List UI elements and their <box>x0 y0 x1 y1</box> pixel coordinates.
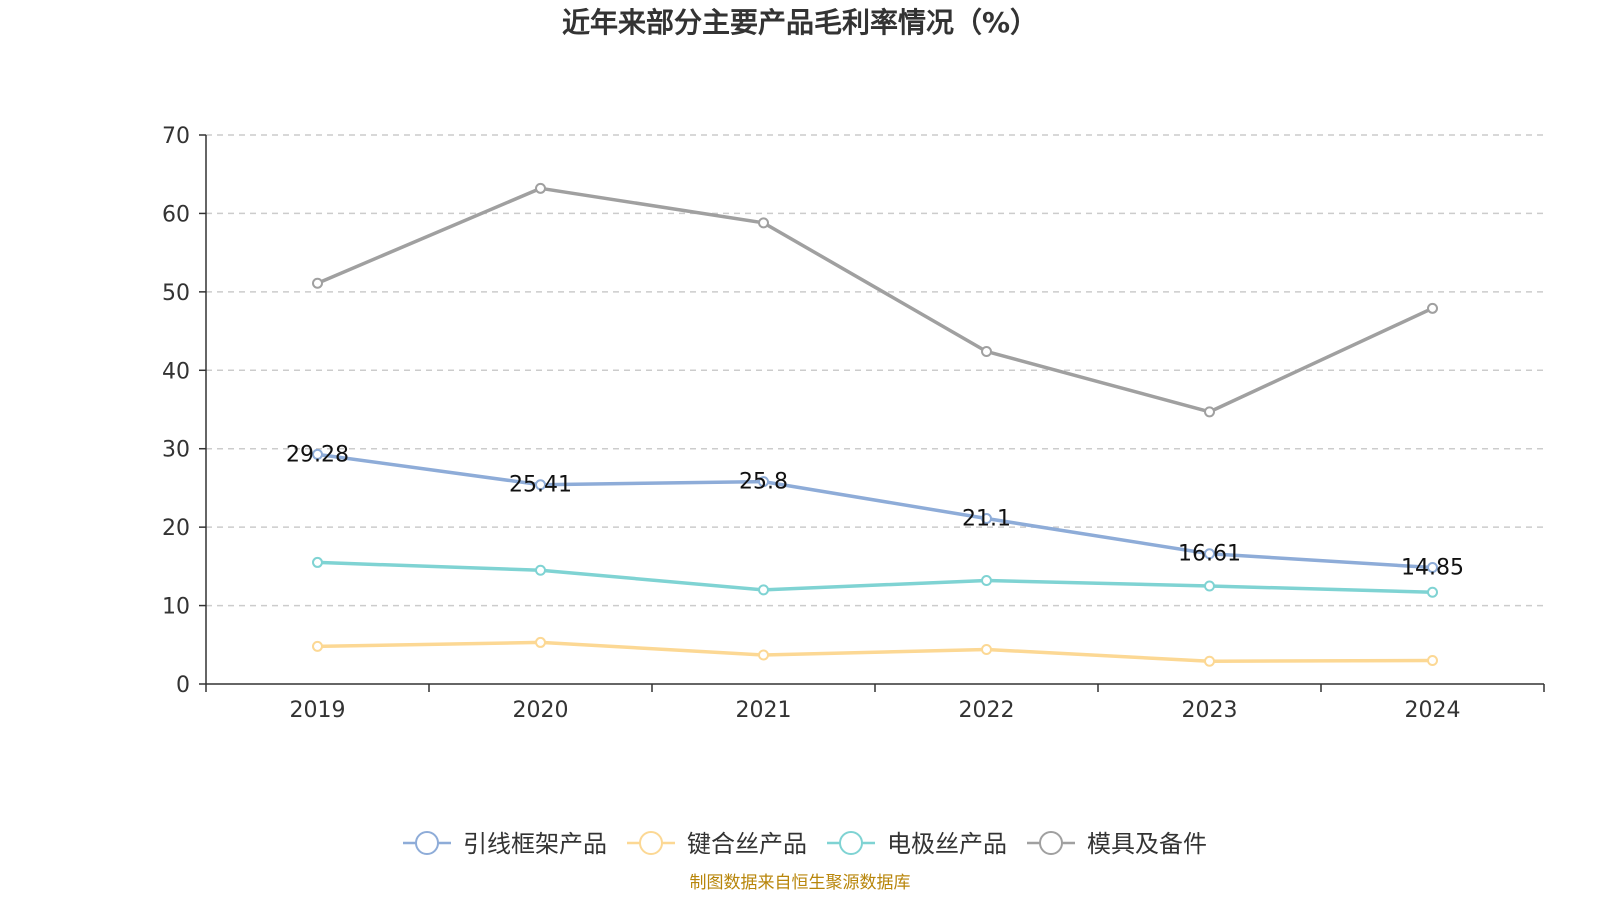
data-point <box>981 574 992 586</box>
data-point <box>1204 406 1215 418</box>
data-label: 29.28 <box>286 442 349 467</box>
legend-item-4: 模具及备件 <box>1027 830 1207 858</box>
data-point <box>758 649 769 661</box>
data-point <box>535 564 546 576</box>
legend: 引线框架产品 键合丝产品 电极丝产品 模具及备件 <box>403 830 1207 858</box>
legend-item-2: 键合丝产品 <box>627 830 807 858</box>
x-tick-label: 2023 <box>1182 698 1238 723</box>
grid-lines <box>206 134 1544 607</box>
data-point <box>1427 302 1438 314</box>
legend-label: 模具及备件 <box>1087 830 1207 858</box>
series-group <box>312 182 1438 667</box>
x-tick-label: 2024 <box>1405 698 1461 723</box>
data-point <box>1204 655 1215 667</box>
legend-item-1: 引线框架产品 <box>403 830 607 858</box>
data-label: 25.8 <box>739 470 788 495</box>
series-4 <box>312 182 1438 418</box>
data-point <box>312 448 323 460</box>
x-tick-label: 2022 <box>959 698 1015 723</box>
y-tick-label: 50 <box>162 281 190 306</box>
data-point <box>981 345 992 357</box>
data-label: 14.85 <box>1401 556 1464 581</box>
source-note: 制图数据来自恒生聚源数据库 <box>690 873 911 893</box>
data-point <box>312 556 323 568</box>
y-tick-label: 40 <box>162 359 190 384</box>
data-point <box>535 636 546 648</box>
data-point <box>1204 580 1215 592</box>
series-line <box>317 560 1433 594</box>
y-tick-label: 10 <box>162 595 190 620</box>
x-tick-label: 2019 <box>290 698 346 723</box>
data-label: 25.41 <box>509 473 572 498</box>
y-tick-label: 0 <box>176 673 190 698</box>
data-point <box>758 476 769 488</box>
data-point <box>758 584 769 596</box>
data-point <box>535 182 546 194</box>
series-line <box>317 452 1433 570</box>
series-1 <box>312 448 1438 574</box>
data-point <box>312 277 323 289</box>
legend-item-3: 电极丝产品 <box>827 830 1007 858</box>
data-point <box>1427 562 1438 574</box>
y-tick-label: 30 <box>162 438 190 463</box>
data-label: 16.61 <box>1178 542 1241 567</box>
legend-marker <box>1039 831 1063 855</box>
series-line <box>316 186 1434 414</box>
legend-label: 电极丝产品 <box>887 830 1007 858</box>
data-label: 21.1 <box>962 507 1011 532</box>
y-tick-label: 20 <box>162 516 190 541</box>
series-2 <box>312 636 1438 667</box>
chart-title: 近年来部分主要产品毛利率情况（%） <box>562 6 1038 39</box>
data-labels: 29.28 25.41 25.8 21.1 16.61 14.85 <box>286 442 1464 580</box>
y-tick-label: 60 <box>162 202 190 227</box>
legend-label: 键合丝产品 <box>687 830 807 858</box>
series-3 <box>312 556 1438 598</box>
legend-label: 引线框架产品 <box>463 830 607 858</box>
data-point <box>312 640 323 652</box>
data-point <box>1204 548 1215 560</box>
data-point <box>981 643 992 655</box>
legend-marker <box>639 831 663 855</box>
data-point <box>535 479 546 491</box>
data-point <box>981 513 992 525</box>
legend-marker <box>415 831 439 855</box>
axes: 0 10 20 30 40 50 60 70 2019 2020 2021 2022 2023 2024 <box>162 124 1545 723</box>
x-tick-label: 2020 <box>513 698 569 723</box>
x-tick-label: 2021 <box>736 698 792 723</box>
data-point <box>758 217 769 229</box>
data-point <box>1427 586 1438 598</box>
series-line <box>317 640 1433 664</box>
data-point <box>1427 654 1438 666</box>
y-tick-label: 70 <box>162 124 190 149</box>
legend-marker <box>839 831 863 855</box>
